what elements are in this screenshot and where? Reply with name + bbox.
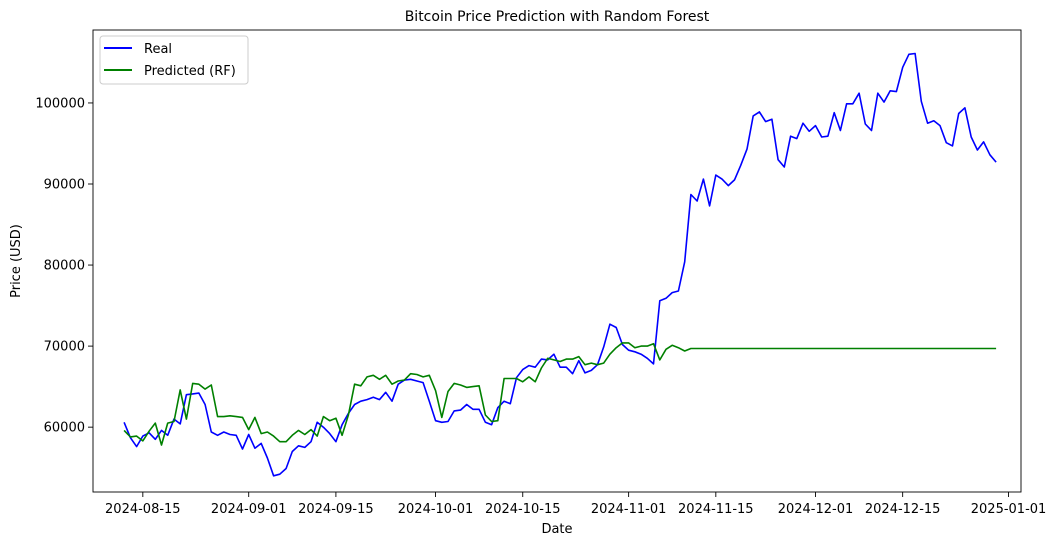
x-tick-label: 2024-12-01	[778, 502, 854, 517]
legend-label-real: Real	[144, 42, 172, 57]
x-tick-label: 2024-10-15	[485, 502, 561, 517]
x-axis-label: Date	[541, 522, 572, 537]
x-tick-label: 2024-09-01	[211, 502, 287, 517]
y-axis-ticks: 60000 70000 80000 90000 100000	[35, 96, 93, 436]
y-axis-label: Price (USD)	[9, 224, 24, 298]
legend-label-predicted: Predicted (RF)	[144, 64, 236, 79]
series-line-real	[123, 52, 997, 477]
x-axis-ticks: 2024-08-15 2024-09-01 2024-09-15 2024-10-01…	[105, 492, 1046, 517]
y-tick-label: 70000	[44, 340, 85, 355]
y-tick-label: 80000	[44, 259, 85, 274]
chart-title: Bitcoin Price Prediction with Random For…	[405, 9, 710, 25]
x-tick-label: 2024-12-15	[865, 502, 941, 517]
x-tick-label: 2025-01-01	[971, 502, 1047, 517]
y-tick-label: 90000	[44, 178, 85, 193]
series-line-predicted	[123, 342, 997, 446]
x-tick-label: 2024-10-01	[398, 502, 474, 517]
plot-area	[92, 29, 1022, 493]
y-tick-label: 60000	[44, 421, 85, 436]
legend-box	[99, 35, 249, 85]
legend: Real Predicted (RF)	[99, 35, 249, 85]
x-tick-label: 2024-11-01	[591, 502, 667, 517]
x-tick-label: 2024-08-15	[105, 502, 181, 517]
series-lines	[123, 52, 997, 477]
x-tick-label: 2024-09-15	[298, 502, 374, 517]
x-tick-label: 2024-11-15	[678, 502, 754, 517]
y-tick-label: 100000	[35, 96, 85, 111]
